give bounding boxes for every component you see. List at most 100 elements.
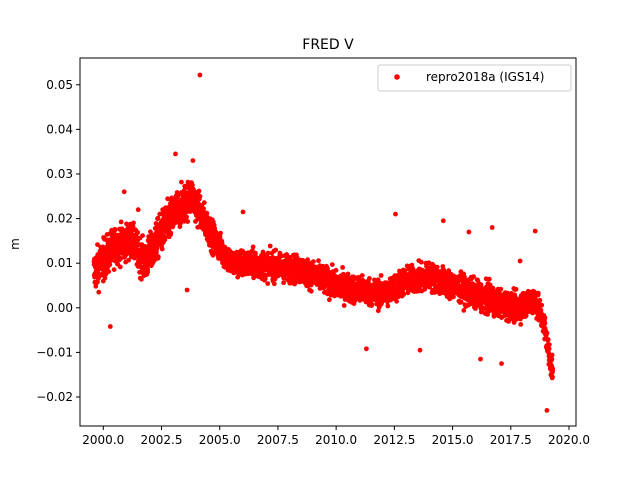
- data-point: [461, 308, 467, 313]
- data-point: [131, 220, 136, 226]
- data-point: [545, 337, 551, 342]
- data-point: [490, 285, 496, 291]
- data-point: [550, 368, 556, 374]
- data-point: [111, 267, 117, 272]
- data-point: [478, 356, 483, 362]
- data-point: [369, 301, 375, 307]
- x-tick-label: 2015.0: [432, 433, 474, 447]
- data-point: [325, 266, 330, 271]
- data-point: [155, 215, 161, 221]
- data-point: [179, 179, 184, 185]
- data-point: [367, 276, 372, 281]
- data-point: [542, 321, 548, 326]
- x-tick-label: 2007.5: [257, 433, 299, 447]
- data-point: [327, 297, 332, 303]
- data-point: [546, 342, 552, 347]
- data-point: [140, 233, 146, 239]
- data-point: [217, 234, 223, 240]
- data-point: [418, 259, 424, 265]
- data-point: [139, 276, 144, 282]
- data-point: [197, 194, 203, 199]
- data-point: [537, 297, 543, 303]
- y-axis: −0.02 −0.01 0.00 0.01 0.02 0.03 0.04 0.05: [36, 78, 80, 404]
- data-point: [471, 274, 476, 279]
- data-point: [107, 262, 113, 268]
- data-point: [292, 281, 298, 287]
- data-point: [466, 229, 472, 235]
- data-point: [204, 210, 210, 216]
- data-point: [333, 267, 339, 273]
- data-point: [118, 219, 124, 225]
- data-point: [417, 347, 423, 353]
- data-point: [124, 221, 129, 227]
- data-point: [196, 188, 202, 194]
- data-point: [498, 286, 504, 292]
- data-point: [397, 268, 402, 274]
- data-point: [159, 246, 165, 252]
- y-tick-label: 0.02: [46, 212, 73, 226]
- data-point: [184, 287, 190, 293]
- y-tick-label: −0.02: [36, 390, 73, 404]
- data-point: [539, 302, 545, 308]
- data-point: [499, 361, 504, 366]
- data-point: [265, 281, 271, 286]
- data-point: [177, 224, 183, 230]
- data-point: [542, 315, 548, 321]
- plot-frame: [79, 57, 577, 427]
- data-point: [394, 298, 399, 304]
- data-point: [107, 324, 113, 329]
- data-point: [130, 224, 136, 230]
- data-point: [458, 299, 464, 305]
- data-point: [517, 258, 523, 264]
- data-point: [262, 276, 268, 282]
- data-point: [168, 230, 174, 236]
- data-point: [434, 264, 440, 270]
- x-tick-label: 2012.5: [373, 433, 415, 447]
- data-point: [311, 259, 316, 264]
- data-point: [340, 265, 345, 270]
- plot-points: [91, 72, 556, 413]
- data-point: [359, 273, 365, 278]
- data-point: [378, 273, 384, 278]
- data-point: [364, 346, 369, 352]
- data-point: [184, 214, 190, 220]
- legend-entry: repro2018a (IGS14): [426, 70, 544, 84]
- data-point: [440, 264, 446, 269]
- data-point: [544, 408, 550, 413]
- y-tick-label: 0.03: [46, 167, 73, 181]
- data-point: [385, 303, 391, 309]
- x-tick-label: 2000.0: [82, 433, 124, 447]
- data-point: [345, 271, 351, 277]
- data-point: [190, 182, 195, 188]
- x-tick-label: 2017.5: [490, 433, 532, 447]
- data-point: [112, 226, 118, 232]
- legend-box: [377, 64, 572, 92]
- data-point: [273, 247, 279, 253]
- data-point: [121, 189, 127, 195]
- y-tick-label: 0.05: [46, 78, 73, 92]
- data-point: [212, 225, 218, 231]
- data-point: [393, 211, 398, 217]
- data-point: [135, 230, 141, 235]
- data-point: [185, 219, 191, 224]
- legend: repro2018a (IGS14): [377, 64, 572, 92]
- data-point: [549, 356, 555, 362]
- data-point: [550, 374, 555, 380]
- data-point: [201, 206, 206, 211]
- x-tick-label: 2010.0: [315, 433, 357, 447]
- data-point: [267, 243, 273, 249]
- data-point: [489, 225, 495, 230]
- data-point: [535, 290, 541, 296]
- data-point: [173, 151, 178, 157]
- data-point: [451, 294, 456, 300]
- data-point: [316, 258, 321, 264]
- data-point: [486, 276, 492, 282]
- chart-title: FRED V: [302, 37, 354, 53]
- data-point: [106, 269, 112, 274]
- data-point: [135, 207, 141, 213]
- data-point: [279, 253, 284, 259]
- y-tick-label: 0.00: [46, 301, 73, 315]
- data-point: [201, 200, 207, 206]
- data-point: [240, 209, 246, 215]
